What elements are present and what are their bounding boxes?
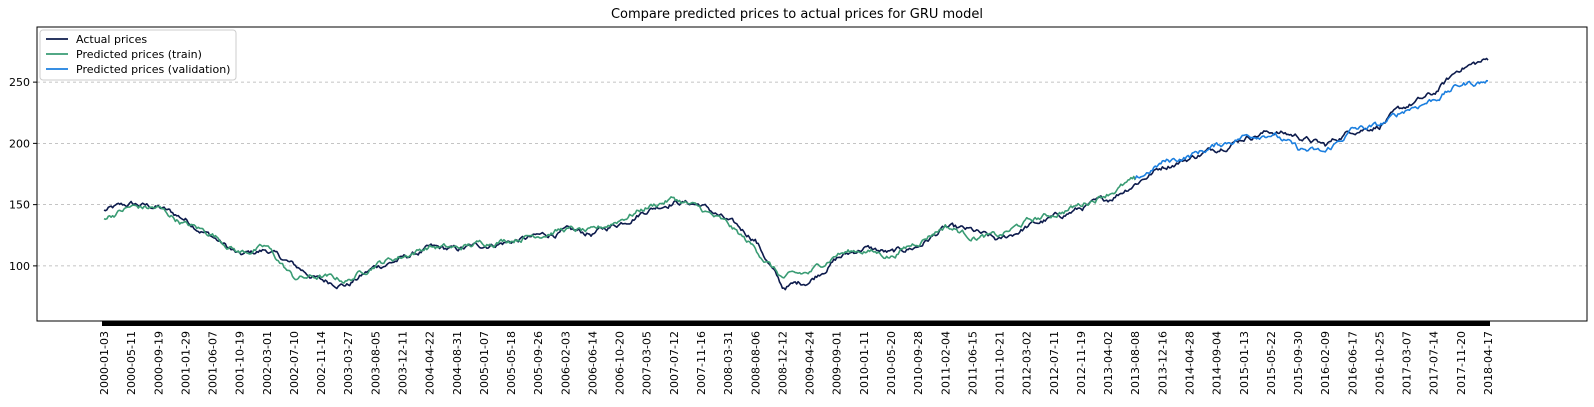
x-tick-label: 2001-01-29 <box>179 331 192 395</box>
legend-label-1: Predicted prices (train) <box>76 48 202 61</box>
x-tick-label: 2009-04-24 <box>804 331 817 395</box>
y-axis: 100 150 200 250 <box>9 76 37 273</box>
x-tick-label: 2016-10-25 <box>1374 331 1387 395</box>
x-tick-label: 2008-03-31 <box>722 331 735 395</box>
x-axis: 2000-01-03 2000-05-11 2000-09-19 2001-01-29… <box>98 321 1495 395</box>
x-tick-label: 2001-06-07 <box>207 331 220 395</box>
x-tick-label: 2010-05-20 <box>885 331 898 395</box>
x-tick-label: 2017-03-07 <box>1401 331 1414 395</box>
y-tick-label: 100 <box>9 260 30 273</box>
x-tick-label: 2005-09-26 <box>532 331 545 395</box>
legend-label-0: Actual prices <box>76 33 147 46</box>
x-tick-label: 2003-08-05 <box>369 331 382 395</box>
x-tick-label: 2008-08-06 <box>749 331 762 395</box>
x-tick-label: 2010-09-28 <box>912 331 925 395</box>
grid-lines <box>37 81 1587 267</box>
x-tick-label: 2002-11-14 <box>315 331 328 395</box>
x-tick-label: 2000-09-19 <box>152 331 165 395</box>
chart-title: Compare predicted prices to actual price… <box>611 7 983 22</box>
x-tick-label: 2012-03-02 <box>1021 331 1034 395</box>
x-tick-label: 2015-01-13 <box>1238 331 1251 395</box>
x-tick-band <box>102 321 1490 326</box>
x-tick-label: 2014-09-04 <box>1211 331 1224 395</box>
x-tick-label: 2005-05-18 <box>505 331 518 395</box>
y-tick-label: 200 <box>9 137 30 150</box>
x-tick-label: 2002-03-01 <box>261 331 274 395</box>
x-tick-label: 2008-12-12 <box>776 331 789 395</box>
x-tick-label: 2015-09-30 <box>1292 331 1305 395</box>
legend-box <box>39 29 237 81</box>
x-tick-label: 2011-02-04 <box>939 331 952 395</box>
x-tick-label: 2003-12-11 <box>397 331 410 395</box>
y-tick-label: 250 <box>9 76 30 89</box>
x-tick-label: 2010-01-11 <box>858 331 871 395</box>
x-tick-label: 2004-04-22 <box>424 331 437 395</box>
x-tick-label: 2006-06-14 <box>587 331 600 395</box>
x-tick-label: 2012-07-11 <box>1048 331 1061 395</box>
x-tick-label: 2006-10-20 <box>614 331 627 395</box>
plot-frame <box>36 26 1588 322</box>
x-tick-label: 2017-07-14 <box>1428 331 1441 395</box>
x-tick-label: 2018-04-17 <box>1482 331 1495 395</box>
x-tick-label: 2011-06-15 <box>966 331 979 395</box>
x-tick-label: 2002-07-10 <box>288 331 301 395</box>
x-tick-label: 2013-12-16 <box>1156 331 1169 395</box>
x-tick-label: 2007-07-12 <box>668 331 681 395</box>
x-tick-label: 2006-02-03 <box>559 331 572 395</box>
x-tick-label: 2014-04-28 <box>1184 331 1197 395</box>
x-tick-label: 2016-06-17 <box>1346 331 1359 395</box>
x-tick-label: 2015-05-22 <box>1265 331 1278 395</box>
series-lines <box>103 57 1489 291</box>
legend: Actual prices Predicted prices (train) Pre… <box>39 29 237 81</box>
x-tick-label: 2007-11-16 <box>695 331 708 395</box>
x-tick-label: 2007-03-05 <box>641 331 654 395</box>
x-tick-label: 2001-10-19 <box>234 331 247 395</box>
x-tick-label: 2000-01-03 <box>98 331 111 395</box>
x-tick-label: 2013-08-08 <box>1129 331 1142 395</box>
x-tick-label: 2017-11-20 <box>1455 331 1468 395</box>
x-tick-label: 2012-11-19 <box>1075 331 1088 395</box>
legend-label-2: Predicted prices (validation) <box>76 63 230 76</box>
y-tick-label: 150 <box>9 199 30 212</box>
series-line-1 <box>103 175 1136 284</box>
x-tick-label: 2000-05-11 <box>125 331 138 395</box>
x-tick-label: 2016-02-09 <box>1319 331 1332 395</box>
series-line-2 <box>1134 79 1489 180</box>
x-tick-label: 2004-08-31 <box>451 331 464 395</box>
series-line-0 <box>103 57 1489 291</box>
x-tick-label: 2005-01-07 <box>478 331 491 395</box>
x-tick-label: 2013-04-02 <box>1102 331 1115 395</box>
x-tick-label: 2009-09-01 <box>831 331 844 395</box>
x-tick-label: 2003-03-27 <box>342 331 355 395</box>
x-tick-label: 2011-10-21 <box>994 331 1007 395</box>
